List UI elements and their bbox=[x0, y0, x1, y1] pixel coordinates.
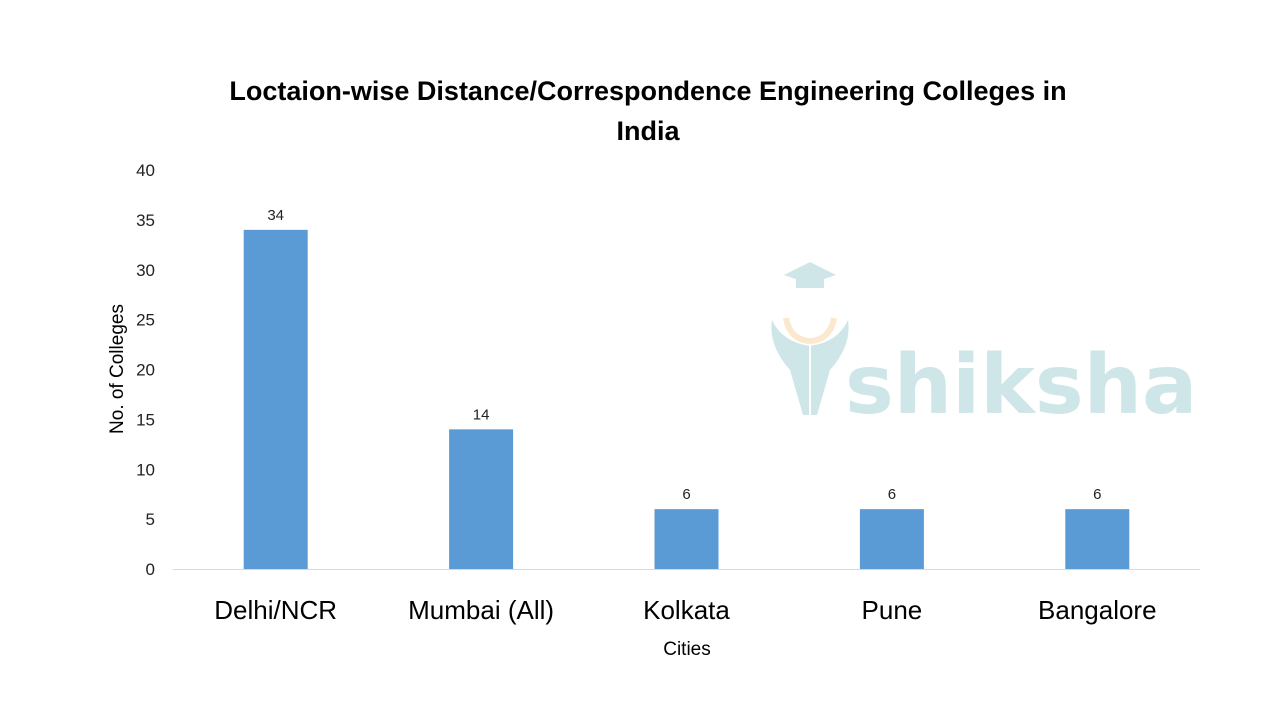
y-tick-label: 20 bbox=[136, 361, 155, 380]
y-tick-label: 40 bbox=[136, 161, 155, 180]
y-tick-label: 35 bbox=[136, 211, 155, 230]
bar-kolkata bbox=[654, 509, 719, 569]
data-label: 6 bbox=[682, 486, 690, 503]
y-tick-label: 30 bbox=[136, 261, 155, 280]
data-label: 6 bbox=[888, 486, 896, 503]
chart-title-line-2: India bbox=[616, 116, 680, 146]
data-label: 6 bbox=[1093, 486, 1101, 503]
bar-pune bbox=[859, 509, 924, 569]
x-tick-label: Delhi/NCR bbox=[214, 595, 337, 625]
bar-bangalore bbox=[1065, 509, 1130, 569]
y-tick-label: 0 bbox=[146, 560, 155, 579]
x-tick-label: Kolkata bbox=[643, 595, 730, 625]
bar-delhi-ncr bbox=[243, 229, 308, 569]
bar-mumbai-all- bbox=[449, 429, 514, 569]
x-tick-label: Bangalore bbox=[1038, 595, 1157, 625]
data-label: 34 bbox=[267, 207, 284, 224]
x-tick-label: Pune bbox=[862, 595, 923, 625]
watermark-text: shiksha bbox=[845, 338, 1197, 433]
y-tick-label: 25 bbox=[136, 311, 155, 330]
y-axis-label: No. of Colleges bbox=[107, 304, 128, 434]
watermark-logo: shiksha bbox=[771, 262, 1197, 433]
y-tick-label: 5 bbox=[146, 510, 155, 529]
y-tick-label: 10 bbox=[136, 460, 155, 479]
x-tick-label: Mumbai (All) bbox=[408, 595, 554, 625]
y-tick-label: 15 bbox=[136, 410, 155, 429]
data-label: 14 bbox=[473, 406, 490, 423]
x-axis-label: Cities bbox=[663, 639, 711, 660]
chart-title-line-1: Loctaion-wise Distance/Correspondence En… bbox=[229, 76, 1066, 106]
